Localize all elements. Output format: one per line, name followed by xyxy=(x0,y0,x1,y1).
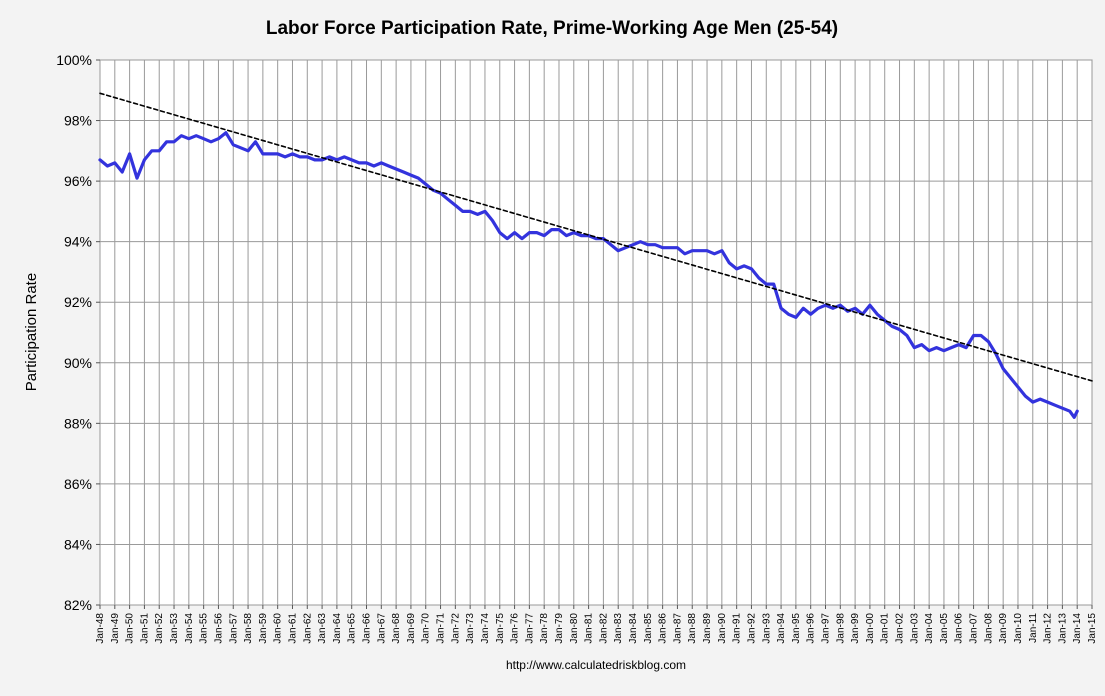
x-tick-label: Jan-94 xyxy=(776,613,787,644)
x-tick-label: Jan-72 xyxy=(450,613,461,644)
x-tick-label: Jan-89 xyxy=(702,613,713,644)
x-tick-label: Jan-76 xyxy=(510,613,521,644)
x-tick-label: Jan-90 xyxy=(717,613,728,644)
x-tick-label: Jan-95 xyxy=(791,613,802,644)
x-tick-label: Jan-04 xyxy=(924,613,935,644)
x-tick-label: Jan-15 xyxy=(1087,613,1098,644)
x-tick-label: Jan-98 xyxy=(835,613,846,644)
x-tick-label: Jan-87 xyxy=(672,613,683,644)
x-tick-label: Jan-74 xyxy=(480,613,491,644)
y-tick-label: 100% xyxy=(56,52,92,68)
x-tick-label: Jan-77 xyxy=(524,613,535,644)
x-tick-label: Jan-59 xyxy=(258,613,269,644)
x-tick-label: Jan-00 xyxy=(865,613,876,644)
x-tick-label: Jan-12 xyxy=(1043,613,1054,644)
y-tick-label: 86% xyxy=(64,476,92,492)
x-tick-label: Jan-55 xyxy=(199,613,210,644)
x-tick-label: Jan-65 xyxy=(347,613,358,644)
axes: 82% 84% 86% 88% 90% 92% 94% 96% 98% 100% Jan-48 Jan… xyxy=(56,52,1098,644)
x-tick-label: Jan-60 xyxy=(273,613,284,644)
x-tick-label: Jan-64 xyxy=(332,613,343,644)
x-tick-label: Jan-07 xyxy=(969,613,980,644)
y-tick-label: 82% xyxy=(64,597,92,613)
x-tick-label: Jan-86 xyxy=(658,613,669,644)
series-layer xyxy=(98,92,1093,419)
x-tick-label: Jan-78 xyxy=(539,613,550,644)
x-tick-label: Jan-08 xyxy=(983,613,994,644)
grid xyxy=(99,59,1093,606)
x-tick-label: Jan-51 xyxy=(139,613,150,644)
x-tick-label: Jan-52 xyxy=(154,613,165,644)
x-tick-label: Jan-62 xyxy=(302,613,313,644)
x-tick-label: Jan-09 xyxy=(998,613,1009,644)
x-tick-label: Jan-99 xyxy=(850,613,861,644)
x-tick-label: Jan-73 xyxy=(465,613,476,644)
chart-title: Labor Force Participation Rate, Prime-Wo… xyxy=(266,18,838,39)
x-tick-label: Jan-84 xyxy=(628,613,639,644)
x-tick-label: Jan-88 xyxy=(687,613,698,644)
x-tick-label: Jan-70 xyxy=(421,613,432,644)
x-tick-label: Jan-14 xyxy=(1072,613,1083,644)
x-tick-label: Jan-71 xyxy=(436,613,447,644)
y-tick-label: 84% xyxy=(64,536,92,552)
y-tick-label: 90% xyxy=(64,355,92,371)
x-tick-label: Jan-68 xyxy=(391,613,402,644)
x-tick-label: Jan-58 xyxy=(243,613,254,644)
x-tick-label: Jan-48 xyxy=(95,613,106,644)
y-tick-label: 88% xyxy=(64,415,92,431)
x-tick-label: Jan-97 xyxy=(820,613,831,644)
x-tick-label: Jan-49 xyxy=(110,613,121,644)
y-tick-label: 92% xyxy=(64,294,92,310)
x-tick-label: Jan-50 xyxy=(125,613,136,644)
x-tick-label: Jan-93 xyxy=(761,613,772,644)
x-tick-label: Jan-79 xyxy=(554,613,565,644)
x-tick-label: Jan-80 xyxy=(569,613,580,644)
x-tick-label: Jan-11 xyxy=(1028,613,1039,643)
x-tick-label: Jan-01 xyxy=(880,613,891,644)
y-tick-label: 96% xyxy=(64,173,92,189)
x-tick-label: Jan-13 xyxy=(1057,613,1068,644)
plot-area xyxy=(99,59,1093,606)
x-tick-label: Jan-03 xyxy=(909,613,920,644)
x-tick-label: Jan-06 xyxy=(954,613,965,644)
x-tick-label: Jan-05 xyxy=(939,613,950,644)
y-axis-label: Participation Rate xyxy=(23,273,40,391)
x-tick-label: Jan-81 xyxy=(584,613,595,644)
x-tick-label: Jan-02 xyxy=(895,613,906,644)
x-tick-label: Jan-96 xyxy=(806,613,817,644)
x-tick-label: Jan-92 xyxy=(746,613,757,644)
x-tick-label: Jan-69 xyxy=(406,613,417,644)
y-tick-label: 94% xyxy=(64,234,92,250)
x-tick-label: Jan-75 xyxy=(495,613,506,644)
x-tick-label: Jan-56 xyxy=(213,613,224,644)
participation-rate-line xyxy=(98,131,1079,419)
x-tick-label: Jan-54 xyxy=(184,613,195,644)
y-tick-label: 98% xyxy=(64,113,92,129)
x-tick-label: Jan-63 xyxy=(317,613,328,644)
x-tick-label: Jan-67 xyxy=(376,613,387,644)
x-tick-label: Jan-82 xyxy=(598,613,609,644)
source-label: http://www.calculatedriskblog.com xyxy=(506,658,686,672)
x-tick-label: Jan-57 xyxy=(228,613,239,644)
x-tick-label: Jan-53 xyxy=(169,613,180,644)
x-tick-label: Jan-83 xyxy=(613,613,624,644)
x-tick-label: Jan-61 xyxy=(287,613,298,644)
x-tick-label: Jan-66 xyxy=(362,613,373,644)
x-tick-label: Jan-85 xyxy=(643,613,654,644)
trend-line xyxy=(99,92,1093,382)
x-tick-label: Jan-10 xyxy=(1013,613,1024,644)
x-tick-label: Jan-91 xyxy=(732,613,743,644)
